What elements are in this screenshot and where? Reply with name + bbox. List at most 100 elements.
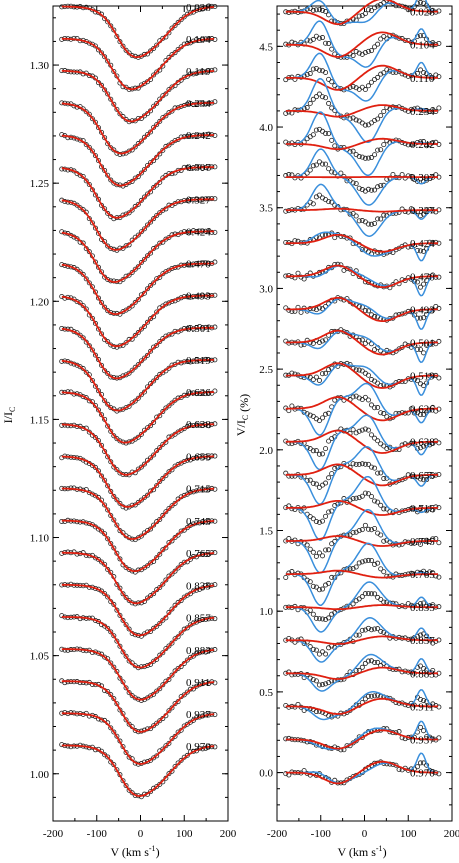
right-observed-point (436, 105, 442, 111)
left-model-line (61, 359, 214, 412)
left-model-line (61, 134, 214, 187)
right-observed-point (323, 681, 329, 687)
right-observed-point (329, 199, 335, 205)
left-observed-point (166, 643, 172, 649)
left-model-line (61, 262, 214, 315)
left-observed-point (117, 643, 123, 649)
left-observed-point (123, 717, 129, 723)
left-observed-point (178, 598, 184, 604)
left-phase-label: 0.911 (186, 677, 210, 689)
right-observed-point (375, 184, 381, 190)
right-observed-point (359, 594, 365, 600)
left-observed-point (160, 581, 166, 587)
left-observed-point (163, 269, 169, 275)
right-observed-point (421, 412, 427, 418)
right-observed-point (359, 461, 365, 467)
left-phase-labels: 0.028 0.104 0.110 0.234 0.242 0.307 0.327 0.424… (186, 2, 211, 753)
left-observed-point (163, 577, 169, 583)
right-observed-point (310, 96, 316, 102)
right-observed-point (286, 735, 292, 741)
left-observed-point (181, 692, 187, 698)
left-observed-point (89, 315, 95, 321)
left-observed-point (74, 236, 80, 242)
right-observed-point (316, 192, 322, 198)
left-y-tick-label: 1.00 (30, 769, 50, 781)
left-observed-point (151, 280, 157, 286)
right-observed-point (286, 109, 292, 115)
left-profile (59, 710, 218, 767)
right-observed-point (365, 693, 371, 699)
right-observed-point (350, 180, 356, 186)
left-observed-point (144, 563, 150, 569)
right-observed-point (326, 100, 332, 106)
right-x-axis-label: V (km s-1) (337, 844, 386, 859)
left-phase-label: 0.110 (186, 66, 211, 78)
right-observed-point (356, 461, 362, 467)
right-observed-point (307, 579, 313, 585)
left-observed-point (148, 129, 154, 135)
right-observed-point (378, 628, 384, 634)
left-observed-point (135, 330, 141, 336)
right-observed-point (365, 397, 371, 403)
right-model-line (285, 396, 438, 422)
right-observed-point (421, 698, 427, 704)
right-observed-point (362, 87, 368, 93)
right-observed-point (319, 553, 325, 559)
right-phase-label: 0.626 (410, 404, 435, 416)
right-phase-label: 0.234 (410, 106, 435, 118)
right-observed-point (283, 173, 289, 179)
right-model-alt-line (285, 0, 438, 25)
right-observed-point (372, 498, 378, 504)
right-observed-point (295, 270, 301, 276)
right-model-alt-line (285, 52, 438, 102)
right-observed-point (323, 9, 329, 15)
left-model-line (61, 744, 215, 797)
left-profile (59, 228, 218, 285)
left-profile (59, 613, 218, 671)
left-observed-point (86, 144, 92, 150)
right-observed-point (353, 367, 359, 373)
right-observed-point (347, 211, 353, 217)
left-observed-point (99, 50, 105, 56)
left-observed-point (108, 725, 114, 731)
left-observed-point (105, 276, 111, 282)
right-observed-point (344, 178, 350, 184)
right-observed-point (323, 95, 329, 101)
right-observed-point (362, 426, 368, 432)
left-observed-point (105, 507, 111, 513)
left-observed-point (99, 362, 105, 368)
right-observed-point (316, 7, 322, 13)
right-observed-point (405, 173, 411, 179)
left-observed-point (160, 147, 166, 153)
left-observed-point (138, 197, 144, 203)
right-x-tick-label: 100 (400, 828, 417, 840)
left-observed-point (92, 435, 98, 441)
right-observed-point (338, 170, 344, 176)
left-observed-point (138, 431, 144, 437)
right-observed-point (356, 428, 362, 434)
left-phase-label: 0.104 (186, 34, 211, 46)
left-observed-point (111, 68, 117, 74)
left-observed-point (123, 622, 129, 628)
right-observed-point (414, 378, 420, 384)
right-observed-point (362, 696, 368, 702)
right-phase-label: 0.028 (410, 7, 435, 19)
right-observed-point (323, 69, 329, 75)
left-model-line (61, 583, 215, 637)
right-observed-point (421, 443, 427, 449)
right-observed-point (319, 338, 325, 344)
left-phase-label: 0.857 (186, 613, 211, 625)
right-observed-point (421, 315, 427, 321)
right-observed-point (372, 76, 378, 82)
right-y-tick-label: 4.0 (259, 122, 273, 134)
right-observed-point (359, 427, 365, 433)
right-model-alt-line (285, 148, 438, 206)
right-profile (283, 446, 442, 505)
right-observed-point (424, 477, 430, 483)
right-observed-point (353, 213, 359, 219)
left-x-tick-label: 0 (138, 828, 144, 840)
left-observed-point (96, 295, 102, 301)
right-observed-point (356, 528, 362, 534)
right-observed-point (372, 435, 378, 441)
left-observed-point (138, 326, 144, 332)
